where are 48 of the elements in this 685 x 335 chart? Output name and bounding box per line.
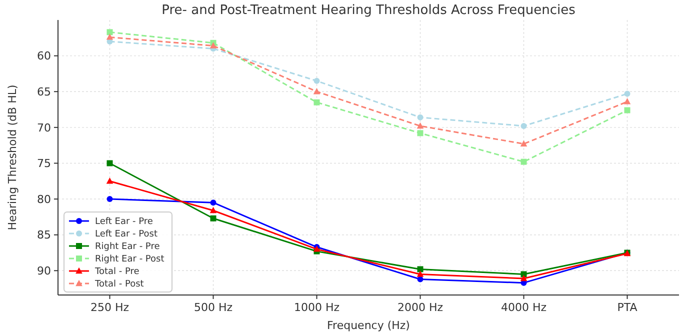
y-tick-label: 80 — [37, 192, 51, 206]
legend-label: Right Ear - Post — [95, 254, 165, 265]
point — [520, 122, 527, 129]
point — [520, 271, 527, 278]
point — [210, 215, 216, 222]
y-tick-label: 70 — [37, 121, 51, 134]
point — [624, 107, 630, 114]
point — [106, 160, 113, 166]
x-tick-label: PTA — [617, 301, 638, 314]
x-tick-label: 4000 Hz — [500, 301, 547, 314]
point — [210, 206, 217, 214]
point — [313, 88, 320, 94]
point — [106, 29, 113, 36]
point — [417, 114, 424, 120]
point — [417, 276, 424, 282]
point — [520, 274, 528, 282]
x-tick-label: 2000 Hz — [397, 301, 444, 314]
x-tick-label: 250 Hz — [90, 301, 130, 314]
point — [417, 266, 424, 272]
legend-label: Right Ear - Pre — [95, 242, 160, 252]
point — [210, 42, 217, 48]
point — [417, 130, 424, 136]
chart-title: Pre- and Post-Treatment Hearing Thresholds Across Frequencies — [162, 3, 576, 18]
point — [106, 178, 114, 184]
point — [520, 158, 527, 165]
point — [314, 78, 320, 84]
point — [520, 140, 528, 146]
point — [106, 34, 114, 40]
x-tick-label: 1000 Hz — [294, 301, 340, 314]
point — [416, 122, 424, 129]
y-tick-label: 85 — [37, 228, 51, 242]
point — [106, 196, 113, 202]
legend-label: Left Ear - Pre — [95, 217, 154, 228]
y-tick-label: 65 — [37, 85, 51, 98]
y-axis-title: Hearing Threshold (dB HL) — [6, 84, 19, 230]
legend-label: Total - Post — [94, 280, 144, 290]
y-tick-label: 90 — [37, 264, 51, 278]
point — [210, 200, 216, 206]
y-tick-label: 60 — [37, 50, 51, 63]
point — [624, 90, 630, 97]
legend-label: Total - Pre — [94, 267, 140, 278]
x-tick-label: 500 Hz — [194, 301, 233, 314]
point — [314, 99, 320, 106]
point — [416, 270, 424, 277]
point — [624, 98, 631, 104]
legend-label: Left Ear - Post — [95, 230, 158, 240]
y-tick-label: 75 — [37, 157, 51, 170]
x-axis-title: Frequency (Hz) — [327, 319, 410, 332]
